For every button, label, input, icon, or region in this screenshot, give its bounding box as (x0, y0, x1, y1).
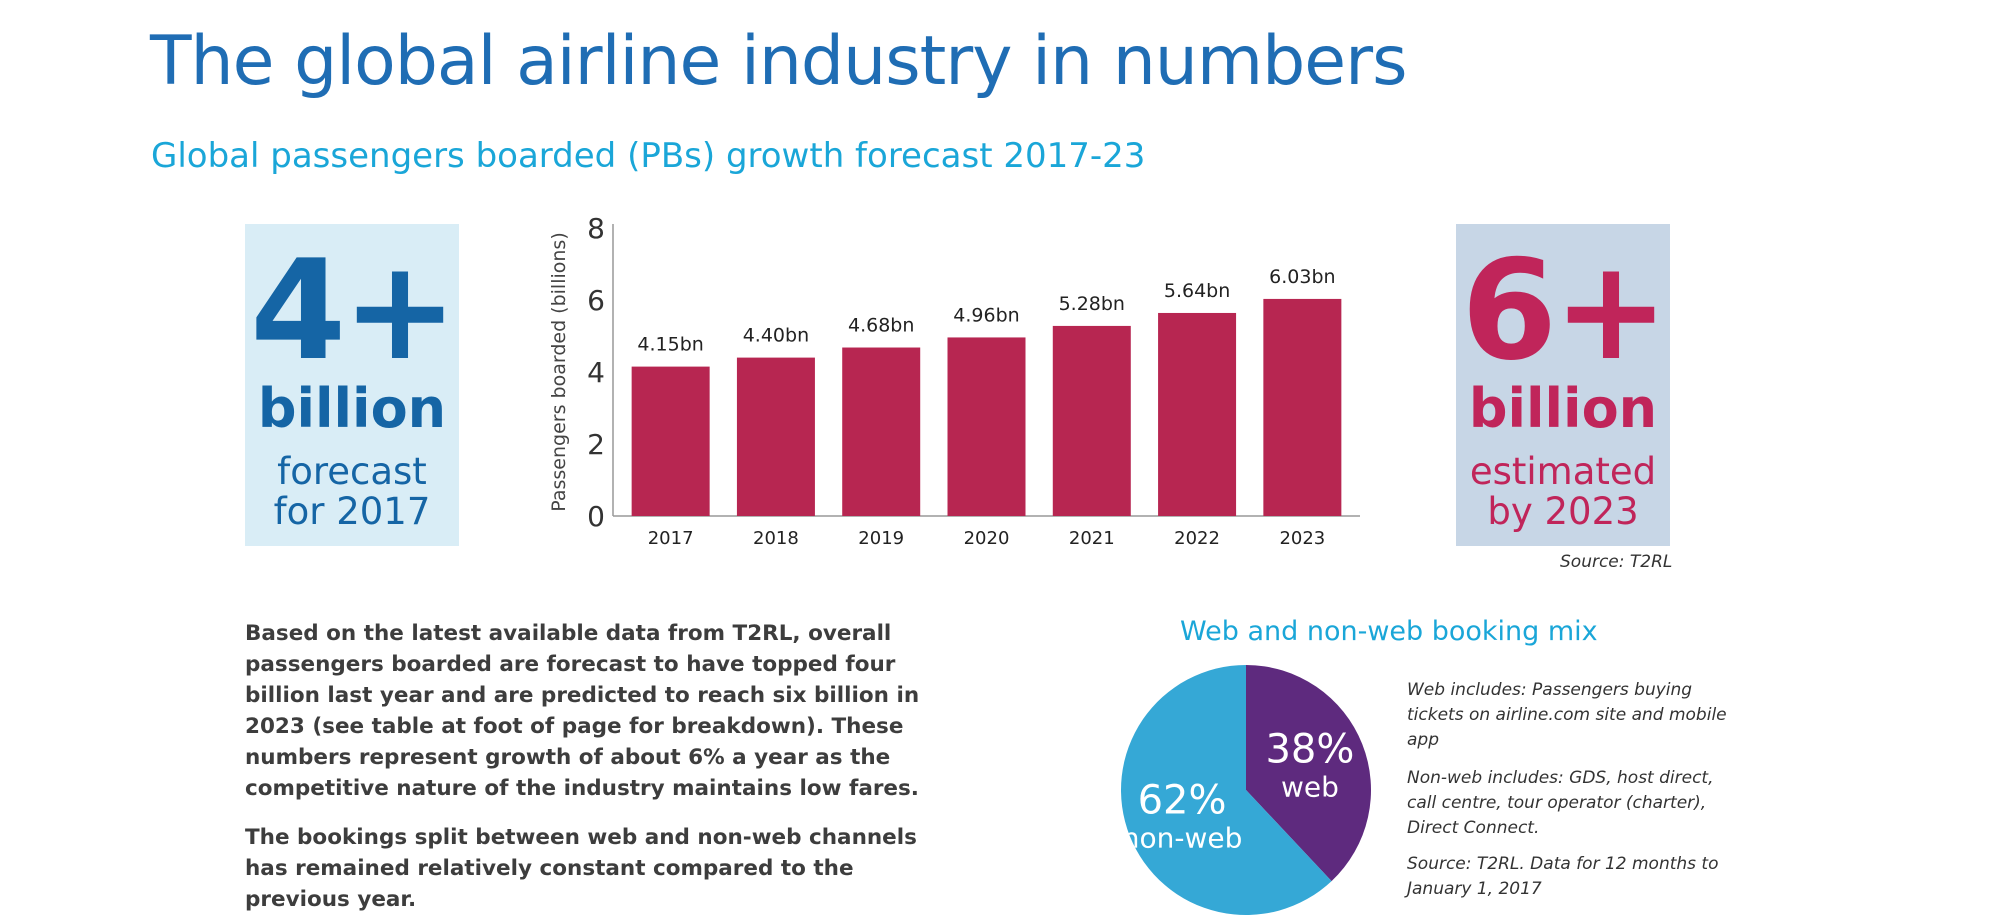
bar (947, 337, 1026, 516)
bar (631, 366, 710, 516)
y-tick-label: 0 (587, 500, 605, 533)
pie-label-percent: 38% (1265, 727, 1354, 773)
nonweb-definition-note: Non-web includes: GDS, host direct, call… (1407, 768, 1714, 838)
x-tick-label: 2023 (1279, 528, 1325, 549)
passengers-bar-chart: 0 2 4 6 8 Passengers boarded (billions) 4.15bn… (548, 212, 1360, 549)
stat-desc-line1: estimated (1469, 450, 1657, 493)
bar-data-label: 5.64bn (1164, 280, 1230, 302)
stat-desc-line2: for 2017 (273, 489, 431, 533)
bar (1263, 298, 1342, 516)
bar-data-label: 5.28bn (1059, 293, 1125, 315)
x-tick-label: 2018 (753, 528, 799, 549)
pie-label-name: web (1281, 771, 1339, 804)
y-axis-label: Passengers boarded (billions) (548, 232, 570, 512)
y-tick-label: 8 (587, 212, 605, 245)
stat-number: 4+ (250, 230, 458, 391)
bar-data-label: 4.40bn (743, 325, 809, 347)
booking-mix-pie-chart: 38%web 62%non-web (1121, 665, 1371, 915)
bar-data-label: 4.96bn (953, 304, 1019, 326)
chart-source-note: Source: T2RL (1560, 552, 1673, 572)
x-tick-label: 2017 (648, 528, 694, 549)
stat-unit: billion (257, 377, 447, 440)
stat-description: estimated by 2023 (1470, 452, 1656, 532)
body-paragraph-1: Based on the latest available data from … (245, 621, 920, 801)
bar (1158, 312, 1237, 516)
x-tick-label: 2022 (1174, 528, 1220, 549)
pie-source-note: Source: T2RL. Data for 12 months to Janu… (1407, 854, 1719, 899)
stat-desc-line2: by 2023 (1487, 489, 1639, 533)
pie-chart-title: Web and non-web booking mix (1180, 616, 1598, 647)
page-title: The global airline industry in numbers (150, 22, 1408, 101)
stat-number: 6+ (1461, 230, 1669, 391)
bar-data-label: 6.03bn (1269, 266, 1335, 288)
stat-desc-line1: forecast (277, 450, 427, 493)
y-tick-label: 4 (587, 356, 605, 389)
pie-slice-web (1246, 665, 1371, 882)
stat-box-2023: 6+ billion estimated by 2023 (1456, 224, 1670, 546)
x-tick-label: 2021 (1069, 528, 1115, 549)
x-tick-label: 2019 (858, 528, 904, 549)
stat-box-2017: 4+ billion forecast for 2017 (245, 224, 459, 546)
stat-description: forecast for 2017 (274, 452, 431, 532)
bar (842, 347, 921, 516)
chart-subtitle: Global passengers boarded (PBs) growth f… (151, 136, 1146, 176)
web-definition-note: Web includes: Passengers buying tickets … (1407, 680, 1727, 750)
y-tick-label: 6 (587, 284, 605, 317)
pie-label-name: non-web (1122, 821, 1243, 854)
y-tick-label: 2 (587, 428, 605, 461)
pie-slice-non-web (1121, 665, 1332, 915)
stat-unit: billion (1468, 377, 1658, 440)
x-tick-label: 2020 (964, 528, 1010, 549)
bar-data-label: 4.68bn (848, 315, 914, 337)
bar-data-label: 4.15bn (637, 334, 703, 356)
body-paragraph-2: The bookings split between web and non-w… (245, 825, 917, 912)
bar (736, 357, 815, 516)
pie-label-percent: 62% (1138, 777, 1227, 823)
bar (1052, 325, 1131, 516)
